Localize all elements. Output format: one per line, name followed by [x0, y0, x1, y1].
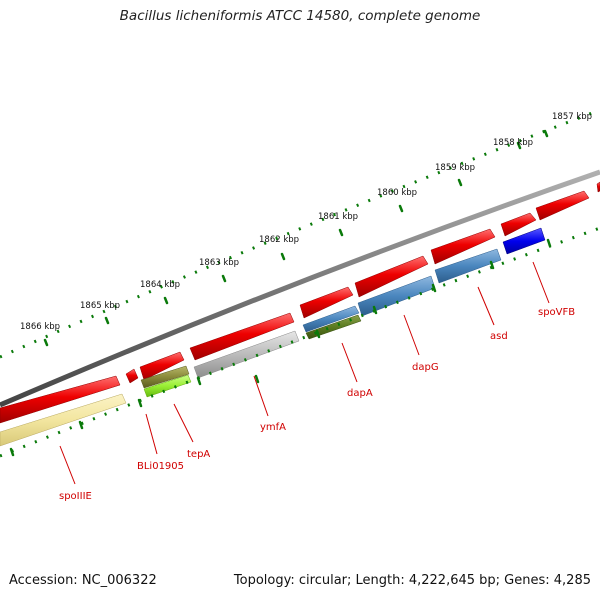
forward-genes [0, 181, 600, 424]
forward-gene-7 [189, 312, 295, 361]
outer-major-ticks [43, 129, 549, 347]
gene-label-spoVFB: spoVFB [538, 307, 575, 318]
tick-label-1862: 1862 kbp [259, 235, 299, 245]
gene-labels: spoVFB asd dapG dapA ymfA tepA BLi01905 … [59, 307, 575, 502]
feature-dapA-steel [302, 305, 360, 333]
tick-label-1859: 1859 kbp [435, 163, 475, 173]
gene-label-dapA: dapA [347, 388, 373, 399]
gene-label-tepA: tepA [187, 449, 210, 460]
accession-text: Accession: NC_006322 [9, 573, 157, 588]
feature-tepA-lime [143, 374, 192, 398]
tick-label-1860: 1860 kbp [377, 188, 417, 198]
gene-label-BLi01905: BLi01905 [137, 461, 184, 472]
feature-asd-steel [434, 248, 502, 284]
forward-gene-3 [500, 212, 537, 237]
outer-scale-track [0, 108, 600, 359]
topology-text: Topology: circular; Length: 4,222,645 bp… [233, 573, 591, 588]
tick-label-1864: 1864 kbp [140, 280, 180, 290]
genome-backbone [0, 169, 600, 408]
feature-spoIIIE-yellow [0, 393, 127, 447]
feature-spoVFB-blue [502, 227, 546, 255]
forward-gene-10 [0, 375, 121, 424]
reverse-features [0, 227, 546, 447]
feature-dapA-darkolive [305, 314, 362, 340]
gene-label-spoIIIE: spoIIIE [59, 491, 92, 502]
tick-label-1865: 1865 kbp [80, 301, 120, 311]
feature-ymfA-grey [193, 330, 300, 379]
forward-gene-2 [535, 190, 590, 221]
forward-gene-1 [596, 181, 600, 193]
forward-gene-9 [125, 368, 139, 384]
tick-label-1857: 1857 kbp [552, 112, 592, 122]
tick-label-1866: 1866 kbp [20, 322, 60, 332]
tick-labels: 1857 kbp 1858 kbp 1859 kbp 1860 kbp 1861… [20, 112, 592, 332]
gene-label-asd: asd [490, 331, 508, 342]
forward-gene-4 [430, 228, 496, 265]
tick-label-1863: 1863 kbp [199, 258, 239, 268]
label-leaders [59, 261, 550, 485]
feature-BLi01905-olive [140, 365, 190, 389]
forward-gene-5 [354, 255, 429, 298]
map-title: Bacillus licheniformis ATCC 14580, compl… [119, 8, 481, 24]
gene-label-ymfA: ymfA [260, 422, 286, 433]
inner-scale-track [0, 226, 600, 458]
gene-label-dapG: dapG [412, 362, 439, 373]
inner-major-ticks [9, 238, 552, 457]
forward-gene-6 [299, 286, 354, 319]
tick-label-1861: 1861 kbp [318, 212, 358, 222]
tick-label-1858: 1858 kbp [493, 138, 533, 148]
forward-gene-8 [139, 351, 185, 381]
